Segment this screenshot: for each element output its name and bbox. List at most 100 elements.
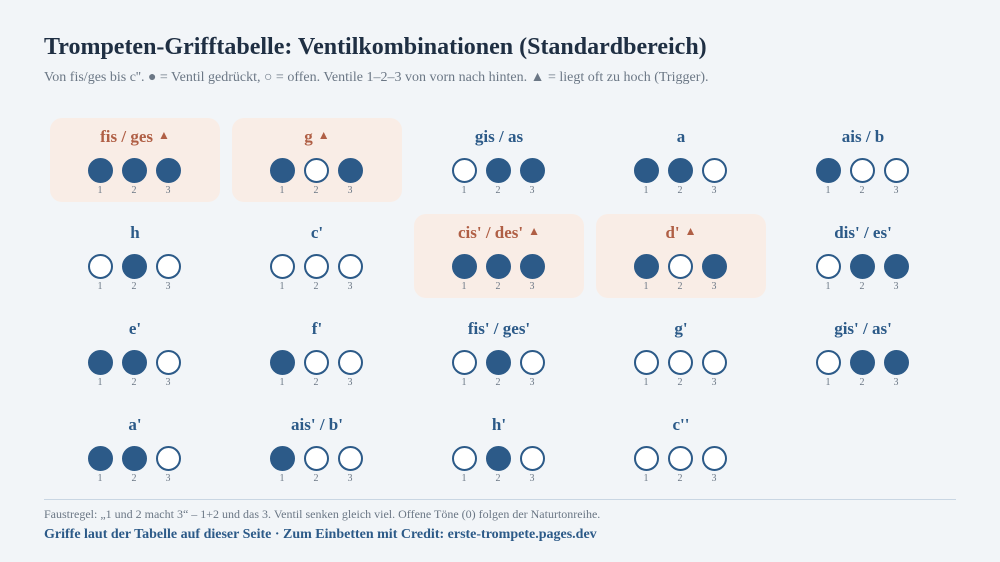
valve-pressed-icon <box>634 158 659 183</box>
valve-row: 1 2 3 <box>634 446 744 484</box>
note-name: fis' / ges' <box>414 319 584 339</box>
valve-pressed-icon <box>452 254 477 279</box>
note-cell: h 1 2 3 <box>50 214 220 298</box>
note-cell: e' 1 2 3 <box>50 310 220 394</box>
note-cell: dis' / es' 1 2 3 <box>778 214 948 298</box>
footer-divider <box>44 499 956 500</box>
note-name-text: d' <box>665 223 680 242</box>
valve-number: 1 <box>97 185 103 196</box>
valve-open-icon <box>816 254 841 279</box>
valve-number: 2 <box>495 377 501 388</box>
valve-number: 3 <box>529 473 535 484</box>
note-name: g' <box>596 319 766 339</box>
note-name-text: h <box>130 223 140 242</box>
valve-number: 3 <box>529 185 535 196</box>
valve-open-icon <box>634 446 659 471</box>
valve-open-icon <box>88 254 113 279</box>
note-name-text: f' <box>311 319 323 338</box>
valve-open-icon <box>156 350 181 375</box>
trigger-warning-icon: ▲ <box>158 128 170 142</box>
valve-number: 1 <box>643 473 649 484</box>
note-cell: ais' / b' 1 2 3 <box>232 406 402 490</box>
valve-open-icon <box>156 254 181 279</box>
valve-open-icon <box>304 350 329 375</box>
note-name-text: fis / ges <box>100 127 153 146</box>
valve-open-icon <box>156 446 181 471</box>
valve-number: 3 <box>529 281 535 292</box>
note-cell: a 1 2 3 <box>596 118 766 202</box>
note-name-text: g' <box>674 319 688 338</box>
valve-open-icon <box>702 350 727 375</box>
valve-open-icon <box>338 350 363 375</box>
note-name: d' ▲ <box>596 223 766 243</box>
valve-pressed-icon <box>520 254 545 279</box>
valve-number: 3 <box>529 377 535 388</box>
valve-number: 3 <box>711 281 717 292</box>
note-name: f' <box>232 319 402 339</box>
note-name-text: gis' / as' <box>834 319 892 338</box>
note-name-text: dis' / es' <box>834 223 892 242</box>
note-name-text: c' <box>310 223 324 242</box>
valve-pressed-icon <box>122 158 147 183</box>
valve-pressed-icon <box>88 158 113 183</box>
note-name: g ▲ <box>232 127 402 147</box>
note-name: c' <box>232 223 402 243</box>
valve-open-icon <box>304 446 329 471</box>
valve-number: 3 <box>711 473 717 484</box>
valve-number: 3 <box>165 377 171 388</box>
note-name: h <box>50 223 220 243</box>
valve-row: 1 2 3 <box>88 446 198 484</box>
valve-pressed-icon <box>156 158 181 183</box>
valve-row: 1 2 3 <box>634 350 744 388</box>
valve-row: 1 2 3 <box>816 158 926 196</box>
valve-pressed-icon <box>850 350 875 375</box>
valve-open-icon <box>850 158 875 183</box>
valve-number: 1 <box>97 281 103 292</box>
valve-number: 2 <box>495 473 501 484</box>
valve-number: 2 <box>313 185 319 196</box>
valve-row: 1 2 3 <box>88 350 198 388</box>
page-subtitle: Von fis/ges bis c''. ● = Ventil gedrückt… <box>44 70 709 85</box>
valve-open-icon <box>338 254 363 279</box>
valve-row: 1 2 3 <box>452 446 562 484</box>
valve-number: 1 <box>97 473 103 484</box>
valve-pressed-icon <box>88 350 113 375</box>
valve-number: 1 <box>825 281 831 292</box>
valve-open-icon <box>520 350 545 375</box>
valve-pressed-icon <box>270 350 295 375</box>
valve-number: 2 <box>131 185 137 196</box>
valve-number: 3 <box>347 185 353 196</box>
valve-pressed-icon <box>122 350 147 375</box>
valve-number: 2 <box>677 377 683 388</box>
valve-number: 2 <box>677 473 683 484</box>
valve-pressed-icon <box>520 158 545 183</box>
valve-open-icon <box>702 446 727 471</box>
valve-number: 1 <box>97 377 103 388</box>
valve-pressed-icon <box>850 254 875 279</box>
valve-number: 3 <box>347 281 353 292</box>
note-name-text: ais' / b' <box>291 415 343 434</box>
valve-row: 1 2 3 <box>270 254 380 292</box>
valve-number: 3 <box>165 473 171 484</box>
valve-row: 1 2 3 <box>816 254 926 292</box>
note-name-text: gis / as <box>474 127 524 146</box>
valve-number: 2 <box>495 281 501 292</box>
note-name-text: cis' / des' <box>457 223 524 242</box>
note-name-text: fis' / ges' <box>467 319 531 338</box>
valve-number: 1 <box>279 377 285 388</box>
note-cell: c' 1 2 3 <box>232 214 402 298</box>
valve-number: 1 <box>279 281 285 292</box>
note-name: ais' / b' <box>232 415 402 435</box>
note-cell: gis / as 1 2 3 <box>414 118 584 202</box>
valve-pressed-icon <box>634 254 659 279</box>
valve-pressed-icon <box>486 254 511 279</box>
valve-row: 1 2 3 <box>452 254 562 292</box>
note-cell: fis' / ges' 1 2 3 <box>414 310 584 394</box>
valve-number: 2 <box>677 281 683 292</box>
valve-number: 1 <box>461 473 467 484</box>
note-name: a' <box>50 415 220 435</box>
valve-pressed-icon <box>884 254 909 279</box>
valve-pressed-icon <box>486 158 511 183</box>
valve-number: 1 <box>279 185 285 196</box>
note-name: cis' / des' ▲ <box>414 223 584 243</box>
